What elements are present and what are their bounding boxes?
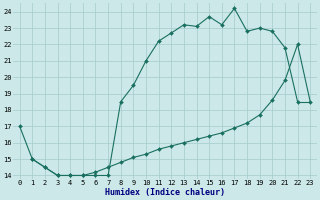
X-axis label: Humidex (Indice chaleur): Humidex (Indice chaleur) [105, 188, 225, 197]
